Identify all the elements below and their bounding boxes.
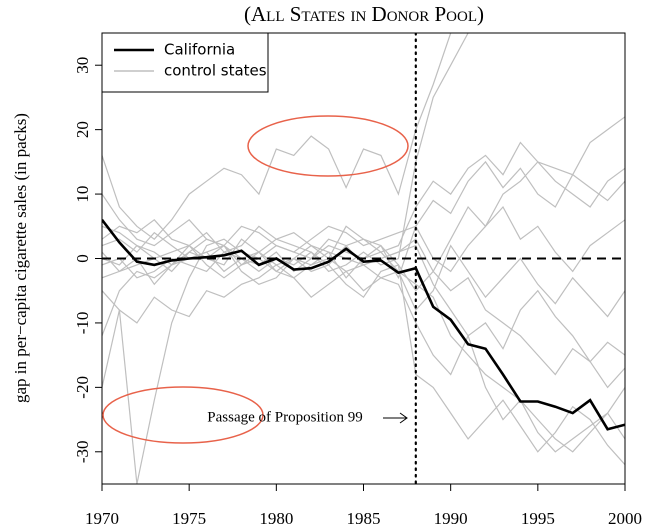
y-tick-label: 10: [73, 186, 92, 203]
control-line: [102, 244, 625, 318]
control-line: [102, 225, 625, 389]
legend-label: California: [164, 41, 235, 59]
control-line: [102, 33, 469, 279]
plot-area: [102, 33, 625, 484]
y-tick-label: 0: [73, 254, 92, 263]
x-tick-label: 1995: [521, 509, 555, 528]
control-line: [102, 264, 625, 453]
highlight-ellipse: [102, 386, 264, 444]
legend-box: [101, 32, 269, 93]
y-axis-label: gap in per−capita cigarette sales (in pa…: [11, 113, 30, 403]
y-tick-label: -20: [73, 376, 92, 399]
chart-title: (All States in Donor Pool): [244, 2, 484, 26]
control-line: [102, 33, 452, 241]
x-tick-label: 1990: [434, 509, 468, 528]
x-tick-label: 1970: [85, 509, 119, 528]
x-tick-label: 1980: [259, 509, 293, 528]
treated-line: [102, 219, 625, 431]
x-tick-label: 2000: [608, 509, 642, 528]
control-line: [102, 205, 625, 280]
highlight-ellipse: [247, 115, 409, 177]
legend: California control states: [101, 32, 269, 93]
control-line: [102, 160, 625, 253]
y-tick-label: 20: [73, 121, 92, 138]
y-tick-label: -30: [73, 440, 92, 463]
annotation-arrowhead: [399, 412, 408, 424]
control-line: [102, 244, 625, 466]
y-tick-label: 30: [73, 57, 92, 74]
control-line: [102, 141, 625, 286]
x-tick-label: 1975: [172, 509, 206, 528]
legend-label: control states: [164, 62, 267, 80]
annotation: Passage of Proposition 99: [207, 409, 362, 425]
y-tick-label: -10: [73, 312, 92, 335]
x-tick-label: 1985: [347, 509, 381, 528]
